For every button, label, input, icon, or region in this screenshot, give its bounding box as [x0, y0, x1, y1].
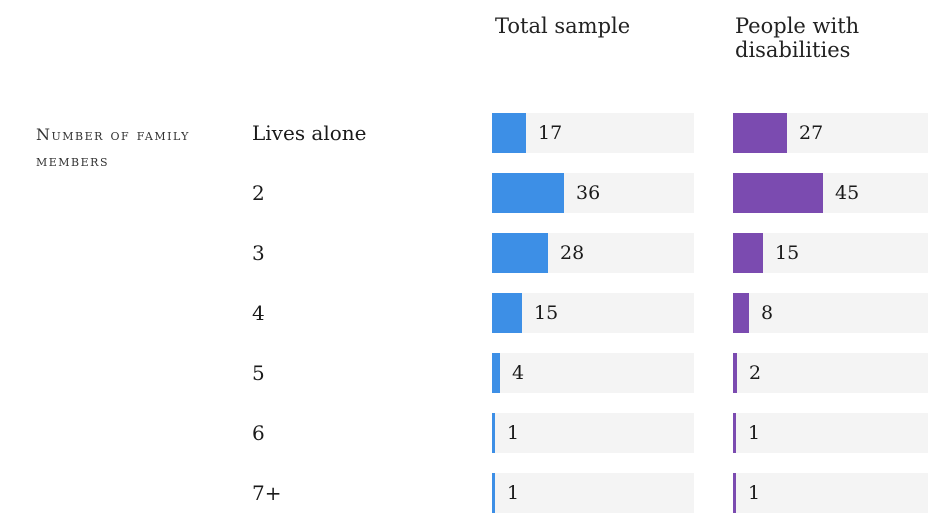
data-label: 2: [749, 362, 762, 384]
row-label: Lives alone: [252, 121, 367, 145]
bar-track: 45: [733, 173, 928, 213]
row-label: 3: [252, 241, 265, 265]
data-label: 45: [835, 182, 860, 204]
bar-track: 8: [733, 293, 928, 333]
bar-track: 1: [733, 413, 928, 453]
bar-track: 27: [733, 113, 928, 153]
data-label: 1: [507, 422, 520, 444]
row-label: 4: [252, 301, 265, 325]
bar: [733, 293, 749, 333]
bar: [733, 173, 823, 213]
bar: [492, 113, 526, 153]
bar: [492, 233, 548, 273]
row-label: 6: [252, 421, 265, 445]
bar-track: 4: [492, 353, 694, 393]
bar-track: 1: [492, 413, 694, 453]
bar: [492, 293, 522, 333]
bar-track: 15: [733, 233, 928, 273]
bar: [733, 113, 787, 153]
column-header-total-sample: Total sample: [495, 14, 631, 38]
row-label: 7+: [252, 481, 282, 505]
bar-track: 2: [733, 353, 928, 393]
data-label: 15: [534, 302, 559, 324]
data-label: 36: [576, 182, 601, 204]
bar-track: 1: [733, 473, 928, 513]
data-label: 8: [761, 302, 774, 324]
column-header-people-with-disabilities: People with disabilities: [735, 14, 860, 62]
bar: [492, 173, 564, 213]
row-label: 5: [252, 361, 265, 385]
data-label: 4: [512, 362, 525, 384]
bar: [492, 353, 500, 393]
row-label: 2: [252, 181, 265, 205]
bar: [733, 233, 763, 273]
section-label-family-members: Number of family members: [36, 125, 190, 170]
bar-track: 1: [492, 473, 694, 513]
bar-track: 15: [492, 293, 694, 333]
bar: [733, 353, 737, 393]
data-label: 1: [748, 422, 761, 444]
bar: [733, 413, 736, 453]
data-label: 15: [775, 242, 800, 264]
bar-track: 28: [492, 233, 694, 273]
data-label: 17: [538, 122, 563, 144]
data-label: 1: [748, 482, 761, 504]
data-label: 27: [799, 122, 824, 144]
bar: [492, 473, 495, 513]
bar: [733, 473, 736, 513]
data-label: 1: [507, 482, 520, 504]
data-label: 28: [560, 242, 585, 264]
bar-track: 36: [492, 173, 694, 213]
bar-track: 17: [492, 113, 694, 153]
bar: [492, 413, 495, 453]
